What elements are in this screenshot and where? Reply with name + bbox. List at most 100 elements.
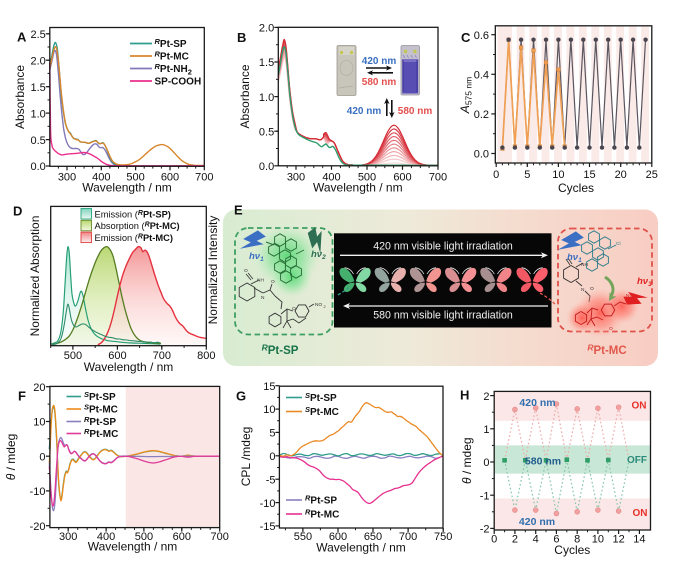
svg-text:0: 0 <box>269 451 275 463</box>
svg-text:500: 500 <box>135 531 153 543</box>
svg-text:700: 700 <box>429 172 447 184</box>
svg-text:1.0: 1.0 <box>31 108 46 120</box>
svg-text:E: E <box>234 203 243 218</box>
svg-text:420 nm: 420 nm <box>347 106 382 117</box>
svg-text:580 nm: 580 nm <box>362 77 397 88</box>
svg-text:15: 15 <box>583 169 595 181</box>
svg-text:O: O <box>244 268 248 274</box>
svg-text:8: 8 <box>574 534 580 546</box>
svg-text:600: 600 <box>393 172 411 184</box>
svg-text:0.5: 0.5 <box>259 126 274 138</box>
svg-text:Wavelength / nm: Wavelength / nm <box>316 541 406 555</box>
svg-text:2: 2 <box>324 305 326 309</box>
svg-text:-5: -5 <box>266 474 276 486</box>
svg-text:N: N <box>581 287 585 293</box>
svg-text:400: 400 <box>322 172 340 184</box>
svg-text:Emission (RPt-MC): Emission (RPt-MC) <box>95 233 173 243</box>
svg-text:Absorbance: Absorbance <box>238 64 252 128</box>
svg-text:10: 10 <box>552 169 564 181</box>
svg-text:H: H <box>460 388 469 403</box>
svg-text:5: 5 <box>524 169 530 181</box>
svg-text:RPt-SP: RPt-SP <box>305 493 337 506</box>
svg-text:500: 500 <box>64 350 82 362</box>
svg-text:0: 0 <box>483 457 489 469</box>
svg-text:600: 600 <box>108 350 126 362</box>
svg-text:2.0: 2.0 <box>259 23 274 35</box>
svg-text:400: 400 <box>92 172 110 184</box>
svg-text:O: O <box>292 306 296 312</box>
svg-text:Wavelength / nm: Wavelength / nm <box>82 181 172 195</box>
svg-text:0.0: 0.0 <box>31 161 46 173</box>
svg-text:0: 0 <box>39 451 45 463</box>
svg-text:600: 600 <box>161 172 179 184</box>
svg-text:0.5: 0.5 <box>31 135 46 147</box>
svg-text:A575 nm: A575 nm <box>458 77 474 114</box>
svg-text:0.0: 0.0 <box>474 149 489 161</box>
svg-text:10: 10 <box>33 417 45 429</box>
svg-text:NH: NH <box>581 262 588 268</box>
svg-text:300: 300 <box>59 531 77 543</box>
svg-text:O: O <box>609 326 613 332</box>
svg-text:ON: ON <box>633 508 648 519</box>
svg-text:O: O <box>271 279 275 285</box>
svg-text:SPt-SP: SPt-SP <box>305 391 337 404</box>
svg-text:D: D <box>13 204 22 219</box>
svg-text:Emission (RPt-SP): Emission (RPt-SP) <box>95 209 171 219</box>
svg-text:Wavelength / nm: Wavelength / nm <box>88 540 178 554</box>
svg-text:F: F <box>18 389 26 404</box>
svg-text:G: G <box>236 389 246 404</box>
svg-text:NH: NH <box>257 278 264 284</box>
svg-text:1.5: 1.5 <box>259 57 274 69</box>
svg-text:700: 700 <box>399 531 417 543</box>
svg-text:0.4: 0.4 <box>474 70 489 82</box>
svg-text:550: 550 <box>294 531 312 543</box>
svg-text:0.0: 0.0 <box>259 161 274 173</box>
svg-text:OFF: OFF <box>627 455 647 466</box>
svg-text:580 nm: 580 nm <box>525 456 561 468</box>
svg-text:CPL /mdeg: CPL /mdeg <box>239 427 253 487</box>
svg-text:SPt-MC: SPt-MC <box>305 405 339 418</box>
svg-text:C: C <box>461 30 471 45</box>
svg-text:400: 400 <box>97 531 115 543</box>
svg-text:Wavelength / nm: Wavelength / nm <box>84 360 174 374</box>
svg-text:12: 12 <box>612 534 624 546</box>
svg-text:Absorbance: Absorbance <box>13 65 27 129</box>
svg-text:420 nm: 420 nm <box>362 56 397 67</box>
svg-text:20: 20 <box>615 169 627 181</box>
svg-text:2: 2 <box>483 391 489 403</box>
svg-text:0: 0 <box>493 169 499 181</box>
svg-text:700: 700 <box>153 350 171 362</box>
svg-text:25: 25 <box>646 169 658 181</box>
svg-text:N: N <box>261 295 265 301</box>
svg-text:RPt-SP: RPt-SP <box>262 343 299 358</box>
svg-text:RPt-MC: RPt-MC <box>84 427 118 440</box>
svg-text:-15: -15 <box>260 521 276 533</box>
svg-text:NO: NO <box>315 302 322 308</box>
svg-text:14: 14 <box>633 534 645 546</box>
svg-text:Normalized Absorption: Normalized Absorption <box>28 216 42 337</box>
svg-text:1.0: 1.0 <box>259 92 274 104</box>
svg-text:ON: ON <box>632 401 647 412</box>
svg-text:A: A <box>17 30 27 45</box>
svg-text:650: 650 <box>364 531 382 543</box>
svg-text:RPt-MC: RPt-MC <box>587 343 626 358</box>
svg-text:RPt-SP: RPt-SP <box>155 37 187 50</box>
svg-text:Cycles: Cycles <box>554 543 590 557</box>
svg-text:0: 0 <box>491 534 497 546</box>
svg-text:5: 5 <box>269 428 275 440</box>
svg-text:800: 800 <box>197 350 215 362</box>
svg-text:420 nm visible light irradiati: 420 nm visible light irradiation <box>373 241 513 253</box>
svg-text:θ / mdeg: θ / mdeg <box>460 437 474 484</box>
svg-text:15: 15 <box>263 381 275 393</box>
svg-text:SPt-MC: SPt-MC <box>84 402 118 415</box>
svg-text:Cycles: Cycles <box>558 181 594 195</box>
svg-text:2.0: 2.0 <box>31 55 46 67</box>
svg-text:SP-COOH: SP-COOH <box>155 77 202 88</box>
svg-text:10: 10 <box>263 404 275 416</box>
svg-text:500: 500 <box>126 172 144 184</box>
svg-text:0.2: 0.2 <box>474 109 489 121</box>
svg-text:RPt-MC: RPt-MC <box>305 507 339 520</box>
svg-text:-20: -20 <box>30 521 46 533</box>
svg-text:20: 20 <box>33 382 45 394</box>
svg-text:1.5: 1.5 <box>31 82 46 94</box>
